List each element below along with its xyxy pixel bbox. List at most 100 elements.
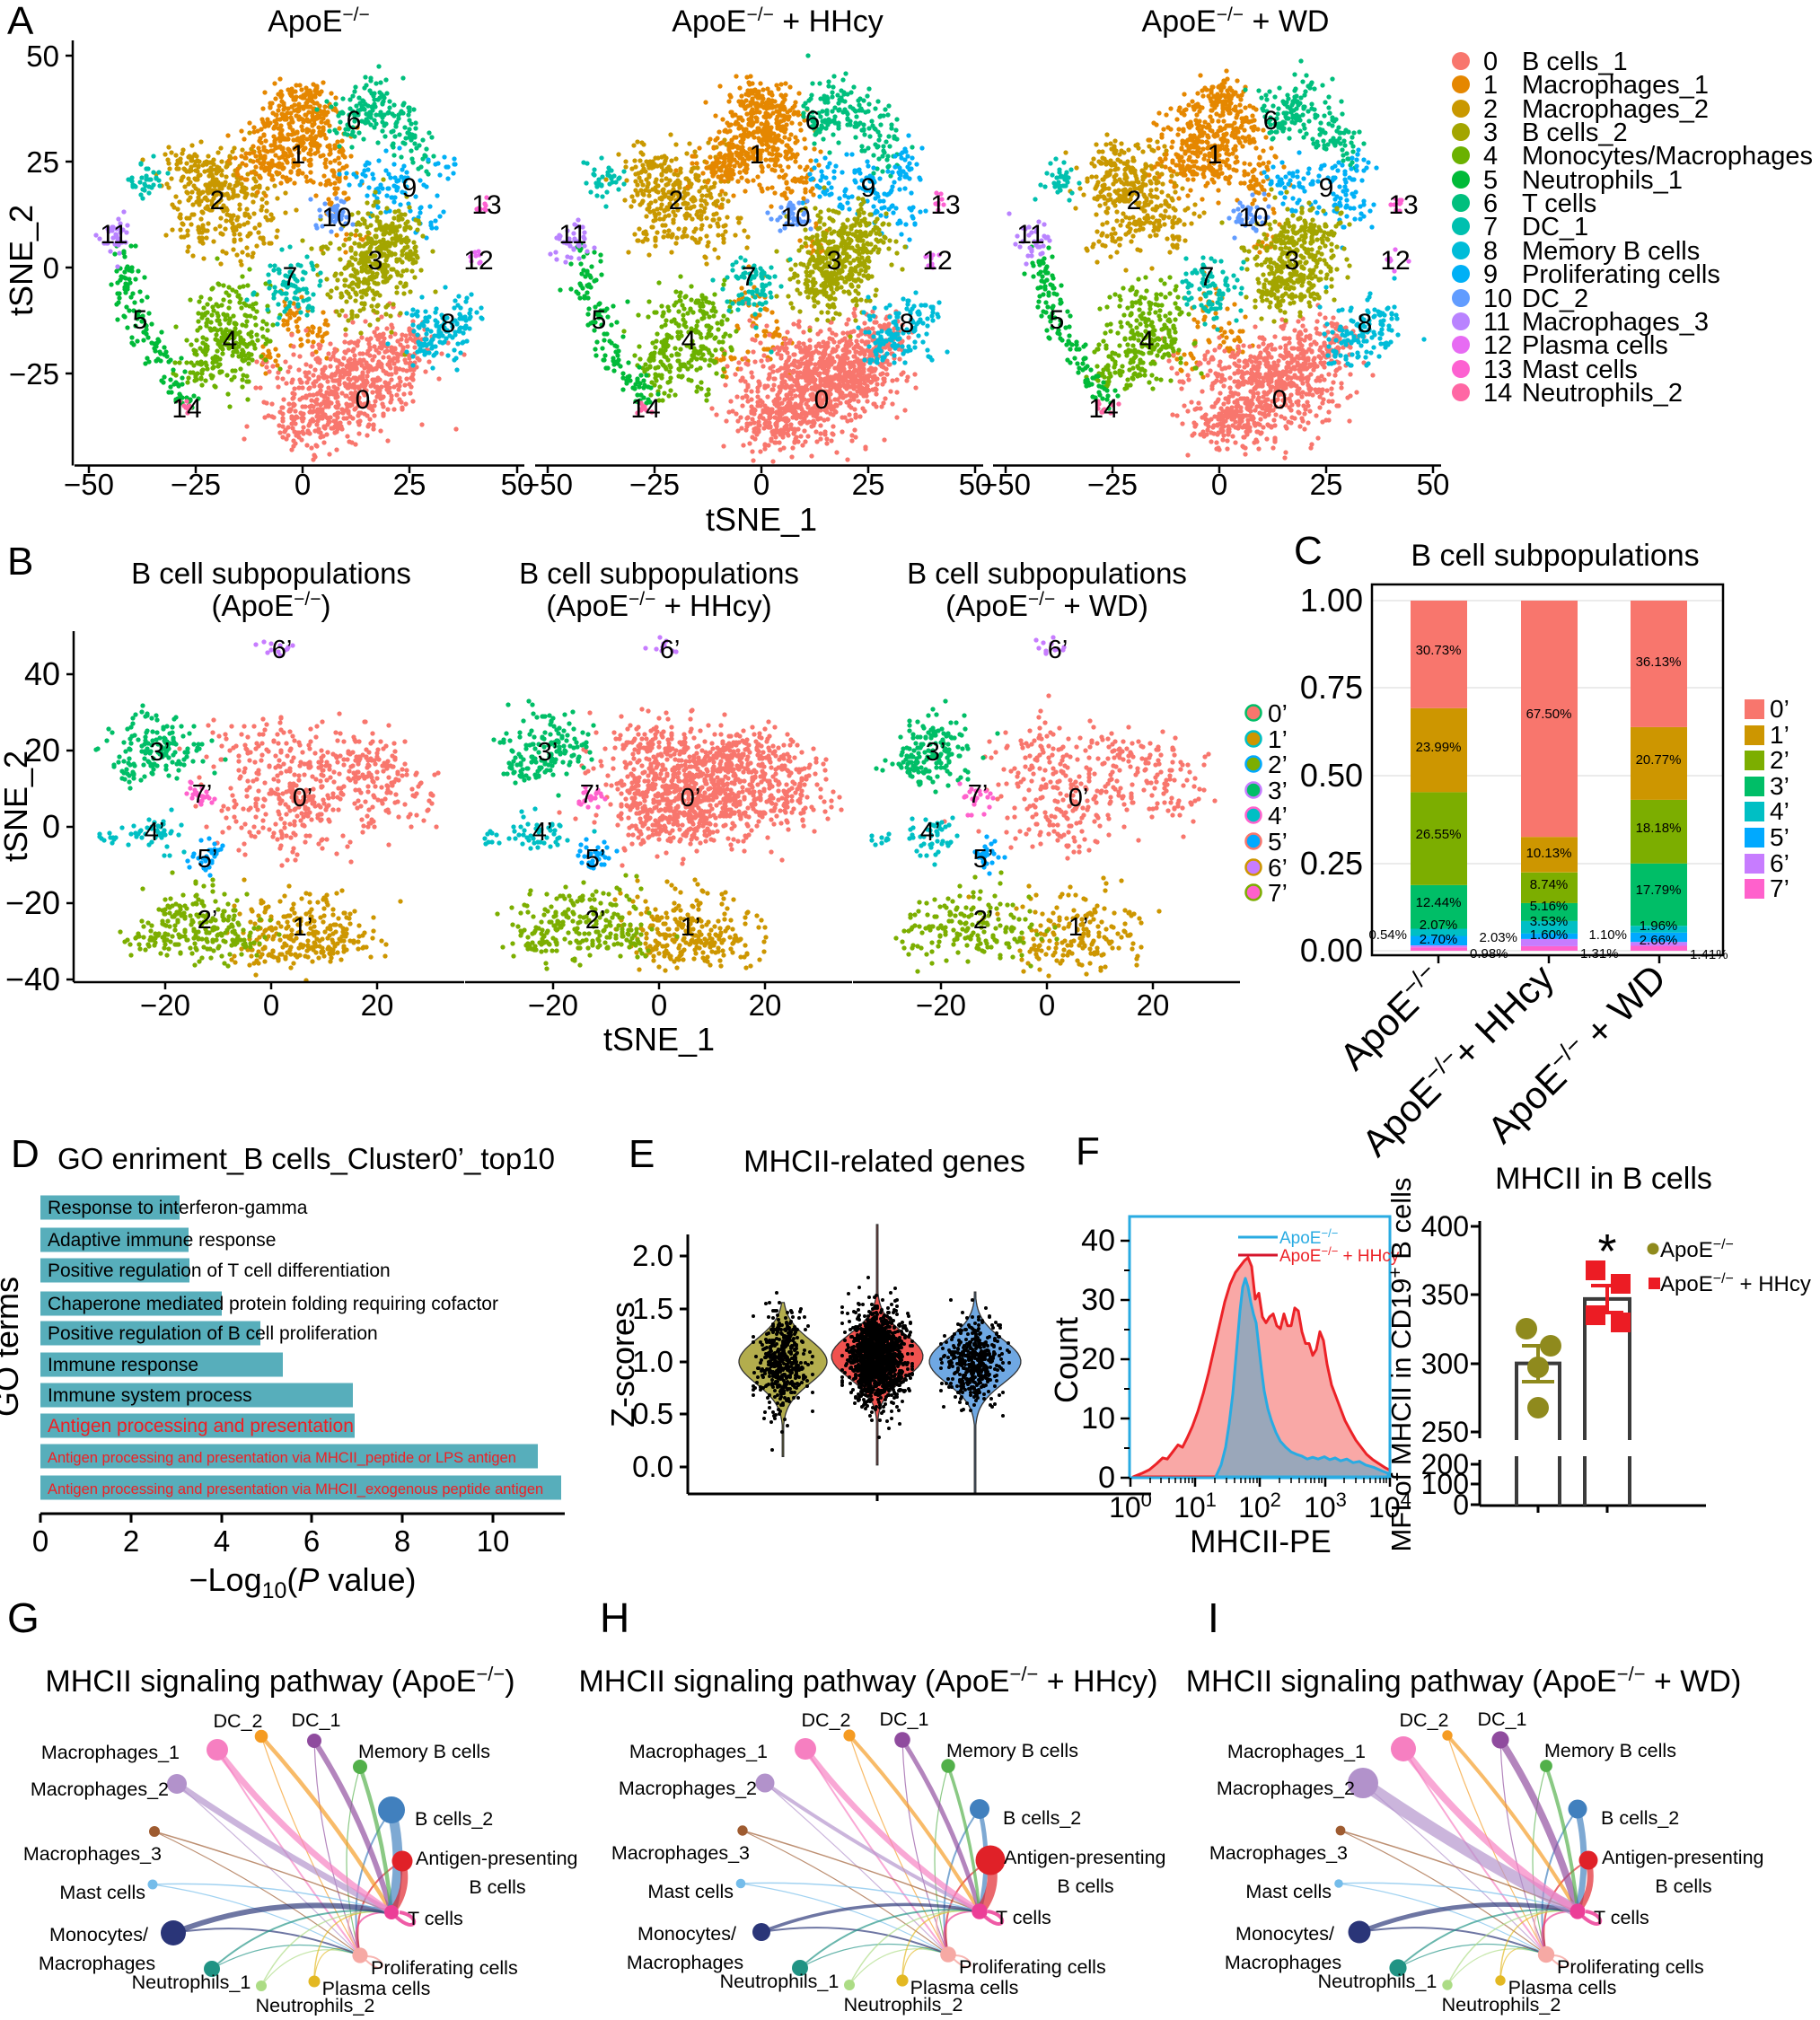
svg-text:3: 3 [1483, 119, 1498, 147]
svg-text:200: 200 [1421, 1448, 1469, 1480]
svg-text:A: A [7, 0, 34, 43]
svg-text:B cell subpopulations: B cell subpopulations [907, 557, 1187, 590]
svg-text:MHCII in B cells: MHCII in B cells [1495, 1162, 1712, 1196]
svg-text:Response to interferon-gamma: Response to interferon-gamma [48, 1198, 308, 1218]
svg-text:0’: 0’ [293, 784, 313, 812]
svg-text:2.03%: 2.03% [1479, 930, 1517, 945]
svg-text:0’: 0’ [681, 784, 701, 812]
svg-text:Mast cells: Mast cells [647, 1881, 734, 1902]
svg-text:Antigen processing and present: Antigen processing and presentation via … [48, 1450, 516, 1466]
svg-text:5’: 5’ [1770, 823, 1789, 851]
svg-text:F: F [1076, 1129, 1100, 1173]
svg-text:Neutrophils_2: Neutrophils_2 [1522, 379, 1683, 408]
svg-text:Neutrophils_1: Neutrophils_1 [720, 1971, 840, 1992]
svg-text:−25: −25 [629, 468, 680, 501]
svg-text:1’: 1’ [1770, 721, 1789, 749]
svg-text:T cells: T cells [996, 1907, 1051, 1928]
svg-text:Antigen processing and present: Antigen processing and presentation via … [48, 1481, 543, 1497]
svg-text:I: I [1208, 1594, 1219, 1641]
svg-text:1.31%: 1.31% [1580, 946, 1619, 962]
svg-text:1.00: 1.00 [1300, 582, 1363, 619]
svg-text:30: 30 [1081, 1283, 1115, 1317]
svg-text:9: 9 [402, 173, 418, 203]
svg-text:Positive regulation of T cell: Positive regulation of T cell differenti… [48, 1260, 391, 1281]
svg-text:25: 25 [1310, 468, 1343, 501]
svg-text:3: 3 [827, 246, 842, 276]
svg-text:−25: −25 [1087, 468, 1138, 501]
svg-text:6: 6 [303, 1524, 320, 1558]
svg-text:6’: 6’ [660, 636, 681, 664]
svg-text:E: E [629, 1132, 655, 1176]
svg-text:DC_1: DC_1 [880, 1708, 929, 1730]
svg-text:DC_2: DC_2 [214, 1710, 263, 1732]
svg-text:25: 25 [852, 468, 885, 501]
svg-text:T cells: T cells [1522, 189, 1596, 218]
svg-text:0: 0 [43, 251, 59, 285]
svg-text:DC_1: DC_1 [1478, 1708, 1527, 1730]
svg-text:1.60%: 1.60% [1530, 927, 1569, 943]
svg-text:13: 13 [930, 190, 960, 220]
svg-text:Count: Count [1048, 1317, 1085, 1403]
svg-text:0’: 0’ [1268, 699, 1288, 727]
svg-text:DC_2: DC_2 [802, 1709, 851, 1731]
svg-text:400: 400 [1421, 1210, 1469, 1243]
svg-text:1’: 1’ [681, 913, 701, 942]
svg-text:13: 13 [471, 190, 501, 220]
svg-text:0: 0 [1039, 988, 1055, 1022]
svg-text:Plasma cells: Plasma cells [1508, 1977, 1617, 1998]
svg-text:20: 20 [749, 988, 782, 1022]
svg-text:2.0: 2.0 [632, 1239, 673, 1272]
svg-text:0.54%: 0.54% [1368, 927, 1407, 943]
svg-text:8: 8 [1483, 237, 1498, 266]
svg-text:B cell subpopulations: B cell subpopulations [131, 557, 411, 590]
svg-text:Immune system process: Immune system process [48, 1385, 252, 1406]
svg-text:DC_2: DC_2 [1522, 285, 1588, 313]
svg-text:DC_1: DC_1 [1522, 213, 1588, 242]
svg-text:DC_1: DC_1 [292, 1709, 341, 1731]
svg-text:Proliferating cells: Proliferating cells [371, 1957, 518, 1979]
svg-text:18.18%: 18.18% [1636, 821, 1682, 836]
svg-text:0: 0 [1098, 1461, 1115, 1495]
svg-text:17.79%: 17.79% [1636, 883, 1682, 898]
svg-text:300: 300 [1421, 1348, 1469, 1380]
svg-text:0.50: 0.50 [1300, 757, 1363, 794]
svg-text:5’: 5’ [198, 845, 218, 874]
svg-text:9: 9 [861, 173, 876, 203]
svg-text:Macrophages_3: Macrophages_3 [23, 1843, 162, 1865]
svg-text:3’: 3’ [926, 738, 946, 767]
svg-text:0: 0 [32, 1524, 48, 1558]
svg-text:Memory B cells: Memory B cells [358, 1741, 490, 1762]
svg-text:Proliferating cells: Proliferating cells [1557, 1956, 1704, 1978]
svg-text:3’: 3’ [538, 738, 558, 767]
svg-text:4’: 4’ [1268, 802, 1288, 830]
svg-text:tSNE_1: tSNE_1 [706, 501, 817, 538]
svg-text:B cells_2: B cells_2 [1003, 1807, 1081, 1829]
svg-text:4’: 4’ [145, 818, 165, 847]
svg-text:−50: −50 [64, 468, 114, 501]
svg-text:12: 12 [463, 246, 493, 276]
svg-text:5’: 5’ [585, 845, 606, 874]
svg-text:14: 14 [1088, 394, 1118, 424]
svg-text:MHCII signaling pathway (ApoE−: MHCII signaling pathway (ApoE−/− + HHcy) [578, 1663, 1157, 1699]
svg-text:−25: −25 [171, 468, 221, 501]
svg-text:10.13%: 10.13% [1526, 846, 1572, 861]
svg-text:12: 12 [1380, 246, 1410, 276]
svg-text:B cell subpopulations: B cell subpopulations [519, 557, 799, 590]
svg-text:−25: −25 [9, 357, 59, 391]
svg-text:3: 3 [1285, 246, 1300, 276]
svg-text:T cells: T cells [408, 1908, 463, 1929]
svg-text:4: 4 [1483, 142, 1498, 171]
svg-text:50: 50 [26, 40, 59, 73]
svg-text:Memory B cells: Memory B cells [1544, 1740, 1676, 1761]
svg-text:Monocytes/Macrophages: Monocytes/Macrophages [1522, 142, 1813, 171]
svg-text:0: 0 [651, 988, 667, 1022]
svg-text:8.74%: 8.74% [1530, 877, 1569, 892]
svg-text:1’: 1’ [1068, 913, 1089, 942]
svg-text:6: 6 [347, 106, 362, 136]
svg-text:−20: −20 [5, 884, 60, 921]
svg-text:10: 10 [1238, 203, 1268, 233]
svg-text:C: C [1294, 529, 1323, 573]
svg-text:ApoE−/− + HHcy: ApoE−/− + HHcy [1279, 1244, 1400, 1266]
svg-text:12: 12 [922, 246, 952, 276]
svg-text:6’: 6’ [1048, 636, 1068, 664]
